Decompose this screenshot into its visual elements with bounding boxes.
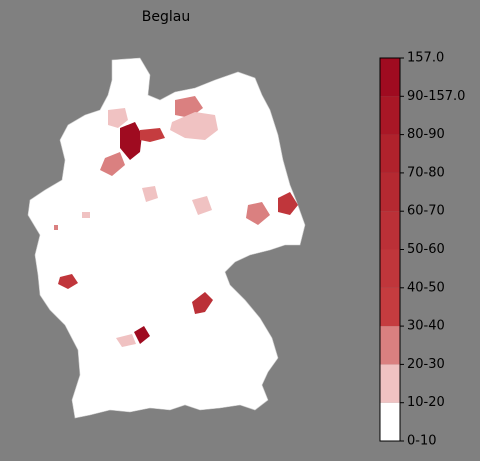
colorbar-label: 70-80	[407, 165, 445, 180]
map-title: Beglau	[142, 9, 190, 25]
colorbar-label: 40-50	[407, 280, 445, 295]
colorbar-segment	[380, 96, 400, 135]
district	[54, 225, 58, 230]
district	[58, 274, 78, 289]
district	[192, 196, 212, 215]
germany-map	[27, 57, 306, 419]
district	[82, 212, 90, 218]
colorbar-segment	[380, 211, 400, 250]
colorbar-segment	[380, 172, 400, 212]
colorbar-label: 0-10	[407, 434, 437, 449]
district	[142, 186, 158, 202]
district	[120, 122, 142, 160]
district	[192, 292, 213, 314]
district	[116, 334, 136, 347]
district	[108, 108, 128, 128]
district	[134, 326, 150, 344]
colorbar-segment	[380, 287, 400, 327]
colorbar-label: 90-157.0	[407, 89, 465, 104]
colorbar-segment	[380, 402, 400, 441]
district	[100, 152, 125, 176]
district	[278, 192, 298, 215]
colorbar-label: 50-60	[407, 242, 445, 257]
colorbar-segment	[380, 364, 400, 403]
colorbar-segment	[380, 134, 400, 173]
colorbar-label: 80-90	[407, 127, 445, 142]
district	[140, 128, 165, 142]
colorbar-segment	[380, 326, 400, 365]
colorbar-label: 20-30	[407, 357, 445, 372]
colorbar-label: 60-70	[407, 204, 445, 219]
country-outline	[27, 57, 306, 419]
colorbar-label: 10-20	[407, 395, 445, 410]
district	[246, 202, 270, 225]
colorbar: 0-10 10-20 20-30 30-40 40-50 50-60 60-70 70-80 8…	[379, 51, 465, 449]
district	[170, 112, 218, 140]
colorbar-label: 30-40	[407, 319, 445, 334]
colorbar-label: 157.0	[407, 51, 444, 66]
colorbar-segment	[380, 249, 400, 288]
colorbar-segment	[380, 58, 400, 97]
